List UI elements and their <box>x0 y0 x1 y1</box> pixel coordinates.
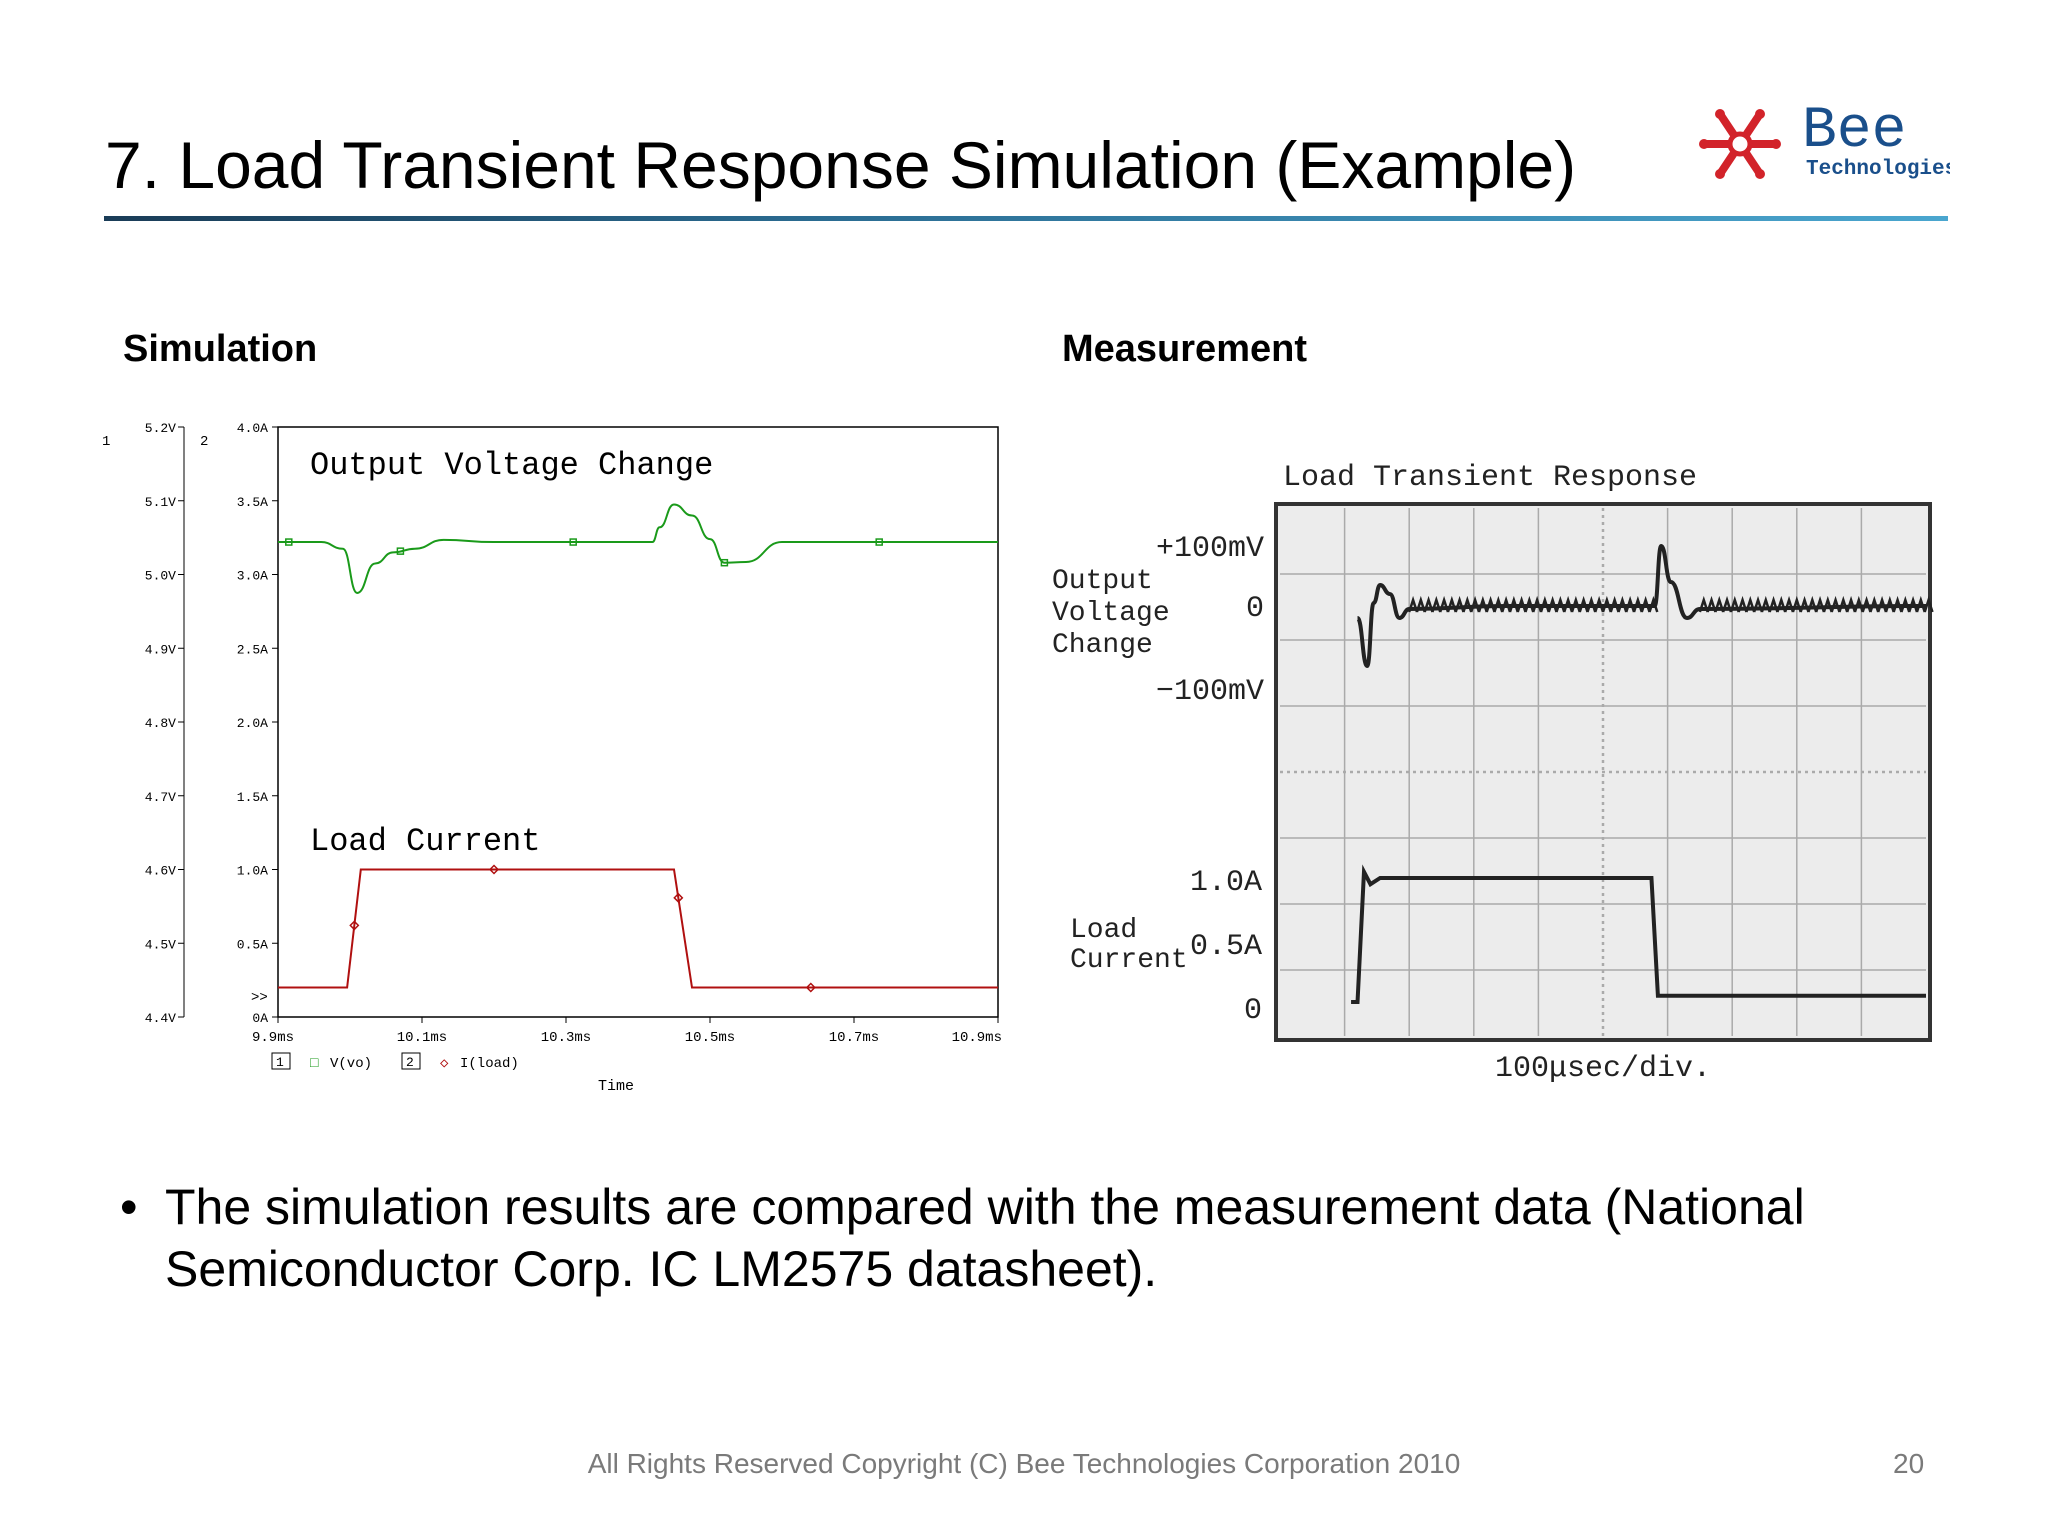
legend-box-2-label: 2 <box>406 1055 414 1070</box>
sim-marker-vvo <box>875 538 883 546</box>
copyright-footer: All Rights Reserved Copyright (C) Bee Te… <box>587 1448 1461 1479</box>
sim-annotation-voltage: Output Voltage Change <box>310 447 713 484</box>
measurement-heading: Measurement <box>1062 328 1307 370</box>
sim-series-vvo <box>278 503 998 594</box>
sim-marker-iload <box>805 982 816 993</box>
sim-y2-tick-label: 2.0A <box>237 716 268 731</box>
sim-marker-vvo <box>569 538 577 546</box>
sim-y2-tick-label: 0A <box>252 1011 268 1026</box>
sim-y1-tick-label: 4.9V <box>145 642 176 657</box>
bullet-text: The simulation results are compared with… <box>165 1179 1805 1297</box>
sim-x-tick-label: 9.9ms <box>252 1030 294 1046</box>
legend-box-1 <box>271 1052 291 1070</box>
sim-axis1-id: 1 <box>102 434 110 450</box>
logo-subtext: Technologies <box>1806 158 1950 181</box>
legend-label-vvo: V(vo) <box>330 1056 372 1072</box>
sim-marker-vvo <box>285 538 293 546</box>
sim-y2-tick-label: 4.0A <box>237 421 268 436</box>
meas-title: Load Transient Response <box>1283 461 1697 495</box>
meas-trace-label-current: Current <box>1070 945 1188 976</box>
sim-x-tick-label: 10.1ms <box>397 1030 447 1046</box>
simulation-chart: 1 2 >> 5.2V 5.1V 5.0V 4.9V 4.8V 4.7V 4.6V 4.5V 4… <box>102 421 1002 1095</box>
meas-trace-voltage <box>1355 543 1927 669</box>
meas-xlabel: 100μsec/div. <box>1495 1052 1711 1086</box>
legend-marker-1: □ <box>310 1056 319 1072</box>
meas-ilabel-0: 0 <box>1244 994 1262 1028</box>
sim-x-tick-label: 10.7ms <box>829 1030 879 1046</box>
bullet-dot: • <box>120 1179 138 1235</box>
sim-legend: 1 □ V(vo) 2 ◇ I(load) <box>271 1052 519 1072</box>
legend-marker-2: ◇ <box>440 1056 449 1072</box>
page-number: 20 <box>1893 1448 1925 1479</box>
sim-marker-iload <box>349 920 360 931</box>
meas-trace-label-change: Change <box>1052 630 1153 661</box>
sim-xlabel: Time <box>598 1078 634 1095</box>
meas-trace-label-output: Output <box>1052 566 1153 597</box>
sim-marker-iload <box>673 892 684 903</box>
sim-y2-tick-label: 2.5A <box>237 642 268 657</box>
sim-y1-tick-label: 5.0V <box>145 569 176 584</box>
sim-y1-tick-label: 5.2V <box>145 421 176 436</box>
sim-y2-tick-label: 3.0A <box>237 569 268 584</box>
legend-label-iload: I(load) <box>460 1056 519 1072</box>
meas-trace-current <box>1351 864 1926 1004</box>
sim-y1-tick-label: 5.1V <box>145 495 176 510</box>
title-underline <box>104 216 1948 221</box>
meas-vlabel-plus: +100mV <box>1156 532 1264 566</box>
sim-y2-tick-label: 3.5A <box>237 495 268 510</box>
bee-technologies-logo: Bee Technologies <box>1699 99 1950 181</box>
sim-marker-vvo <box>720 558 729 567</box>
meas-trace-label-load: Load <box>1070 915 1137 946</box>
meas-ilabel-05a: 0.5A <box>1190 930 1262 964</box>
sim-y2-tick-label: 0.5A <box>237 937 268 952</box>
sim-annotation-current: Load Current <box>310 823 540 860</box>
sim-y1-tick-label: 4.4V <box>145 1011 176 1026</box>
sim-y1-tick-label: 4.7V <box>145 790 176 805</box>
sim-plot-frame <box>277 426 999 1018</box>
sim-axis2-id: 2 <box>200 434 208 450</box>
measurement-chart: Load Transient Response +100mV 0 −100mV … <box>1052 461 1934 1086</box>
meas-trace-voltage-ripple <box>1408 595 1934 613</box>
sim-y2-tick-label: 1.0A <box>237 864 268 879</box>
legend-box-2 <box>401 1052 421 1070</box>
sim-marker-vvo <box>396 547 405 555</box>
logo-starburst-icon <box>1699 109 1781 179</box>
sim-series-iload <box>278 868 998 989</box>
sim-y1-tick-label: 4.6V <box>145 864 176 879</box>
sim-x-tick-label: 10.5ms <box>685 1030 735 1046</box>
meas-ilabel-1a: 1.0A <box>1190 866 1262 900</box>
meas-vlabel-zero: 0 <box>1246 592 1264 626</box>
legend-box-1-label: 1 <box>276 1055 284 1070</box>
sim-x-tick-label: 10.9ms <box>952 1030 1002 1046</box>
simulation-heading: Simulation <box>123 328 318 370</box>
meas-trace-label-voltage: Voltage <box>1052 598 1170 629</box>
sim-y1-tick-label: 4.8V <box>145 716 176 731</box>
slide-title: 7. Load Transient Response Simulation (E… <box>105 128 1577 202</box>
meas-vlabel-minus: −100mV <box>1156 675 1264 709</box>
sim-y2-tick-label: 1.5A <box>237 790 268 805</box>
sim-axis-marker: >> <box>251 990 268 1006</box>
sim-x-tick-label: 10.3ms <box>541 1030 591 1046</box>
logo-wordmark: Bee <box>1802 99 1906 164</box>
sim-marker-iload <box>488 864 500 875</box>
sim-y1-tick-label: 4.5V <box>145 937 176 952</box>
